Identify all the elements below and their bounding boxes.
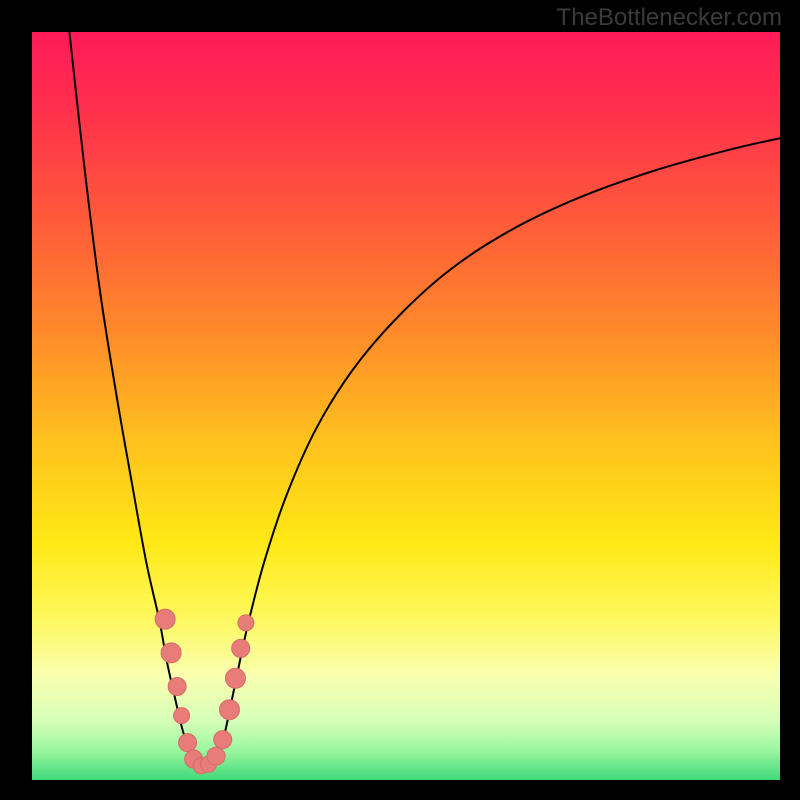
figure-root: TheBottlenecker.com — [0, 0, 800, 800]
marker-point — [214, 731, 232, 749]
watermark-text: TheBottlenecker.com — [557, 4, 782, 32]
marker-point — [232, 639, 250, 657]
marker-point — [207, 747, 225, 765]
marker-point — [179, 734, 197, 752]
gradient-background — [32, 32, 780, 780]
marker-point — [219, 700, 239, 720]
marker-point — [225, 668, 245, 688]
marker-point — [168, 678, 186, 696]
plot-area — [32, 32, 780, 780]
marker-point — [155, 609, 175, 629]
marker-point — [161, 643, 181, 663]
plot-svg — [32, 32, 780, 780]
marker-point — [238, 615, 254, 631]
marker-point — [174, 708, 190, 724]
